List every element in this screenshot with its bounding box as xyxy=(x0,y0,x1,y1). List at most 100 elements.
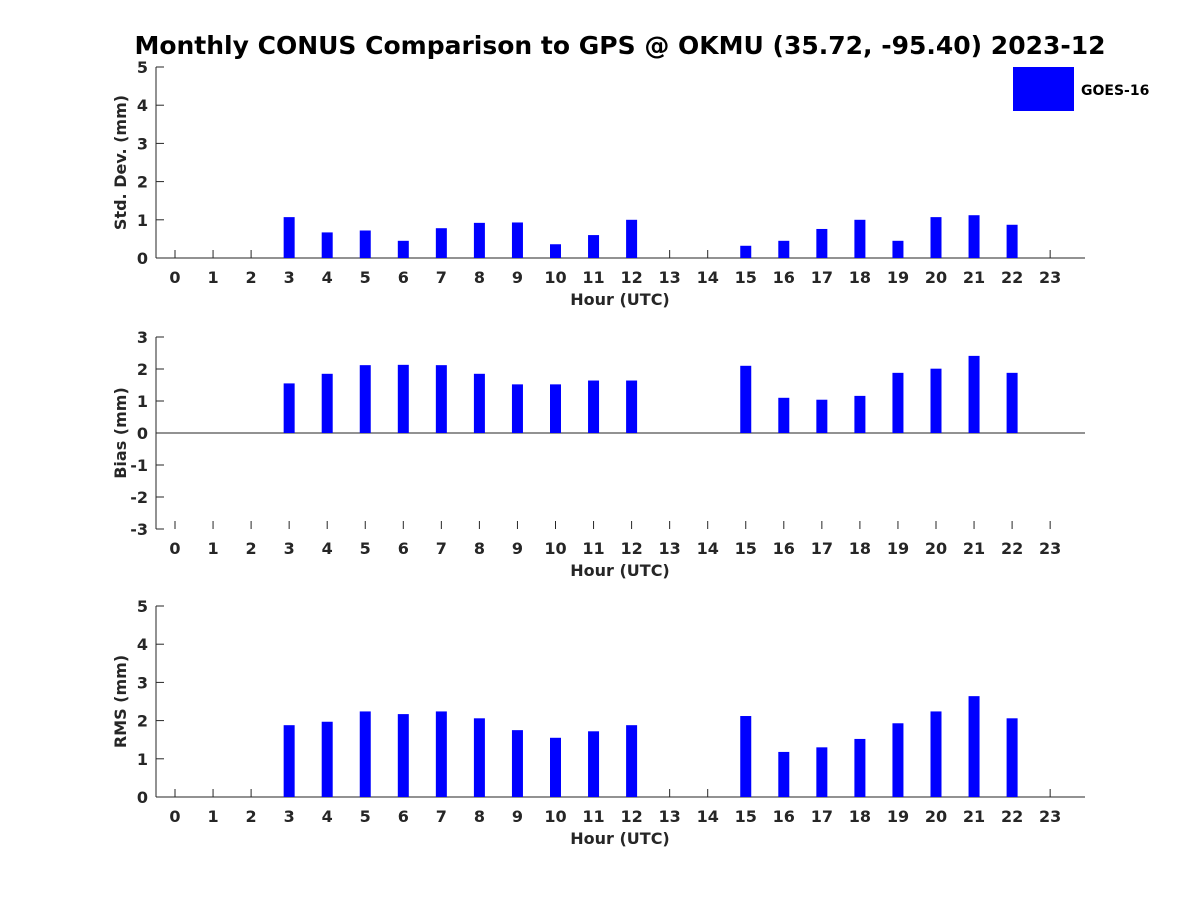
x-tick-label: 18 xyxy=(849,268,871,287)
y-tick-label: 5 xyxy=(137,597,148,616)
bar xyxy=(778,397,790,433)
x-tick-label: 16 xyxy=(773,268,795,287)
bar xyxy=(435,711,447,797)
y-tick-label: 2 xyxy=(137,712,148,731)
bar xyxy=(473,222,485,258)
x-tick-label: 21 xyxy=(963,268,985,287)
bar xyxy=(550,737,561,797)
bar xyxy=(283,383,295,433)
y-tick-label: 1 xyxy=(137,392,148,411)
x-tick-label: 13 xyxy=(659,268,681,287)
x-tick-label: 7 xyxy=(436,268,447,287)
bar xyxy=(740,365,752,433)
bar xyxy=(1006,372,1018,433)
bar xyxy=(321,373,333,433)
x-tick-label: 6 xyxy=(398,268,409,287)
bar xyxy=(359,365,371,433)
x-tick-label: 0 xyxy=(169,539,180,558)
x-tick-label: 13 xyxy=(659,539,681,558)
x-tick-label: 5 xyxy=(360,268,371,287)
x-tick-label: 1 xyxy=(207,807,218,826)
x-tick-label: 6 xyxy=(398,807,409,826)
x-axis-label: Hour (UTC) xyxy=(570,829,670,848)
x-tick-label: 18 xyxy=(849,539,871,558)
x-tick-label: 6 xyxy=(398,539,409,558)
x-tick-label: 14 xyxy=(697,539,719,558)
y-tick-label: 2 xyxy=(137,173,148,192)
x-tick-label: 21 xyxy=(963,539,985,558)
bar xyxy=(816,747,828,797)
x-tick-label: 10 xyxy=(544,807,566,826)
x-tick-label: 2 xyxy=(246,539,257,558)
x-tick-label: 12 xyxy=(620,268,642,287)
x-tick-label: 15 xyxy=(735,539,757,558)
x-tick-label: 23 xyxy=(1039,807,1061,826)
x-tick-label: 1 xyxy=(207,539,218,558)
y-tick-label: 0 xyxy=(137,788,148,807)
bar xyxy=(892,240,904,258)
y-tick-label: -3 xyxy=(130,520,148,539)
x-tick-label: 0 xyxy=(169,807,180,826)
x-axis-label: Hour (UTC) xyxy=(570,290,670,309)
x-tick-label: 11 xyxy=(582,268,604,287)
bar xyxy=(626,725,638,797)
y-tick-label: 4 xyxy=(137,635,148,654)
x-tick-label: 20 xyxy=(925,268,947,287)
x-tick-label: 16 xyxy=(773,539,795,558)
x-tick-label: 9 xyxy=(512,807,523,826)
bar xyxy=(359,711,371,797)
x-tick-label: 12 xyxy=(620,539,642,558)
y-tick-label: 0 xyxy=(137,424,148,443)
x-tick-label: 14 xyxy=(697,268,719,287)
bar xyxy=(473,718,485,797)
bar xyxy=(968,696,980,797)
x-tick-label: 22 xyxy=(1001,539,1023,558)
legend: GOES-16 xyxy=(1013,67,1149,111)
x-tick-label: 13 xyxy=(659,807,681,826)
bar xyxy=(359,230,371,258)
bar xyxy=(283,217,295,258)
legend-swatch xyxy=(1013,67,1074,111)
bar xyxy=(511,730,523,797)
x-tick-label: 16 xyxy=(773,807,795,826)
bar xyxy=(892,723,904,797)
bar xyxy=(397,364,409,433)
x-tick-label: 9 xyxy=(512,268,523,287)
x-tick-label: 19 xyxy=(887,807,909,826)
bar xyxy=(854,738,866,797)
bar xyxy=(892,372,904,433)
bar xyxy=(626,380,638,433)
x-tick-label: 7 xyxy=(436,807,447,826)
bar xyxy=(397,714,409,797)
y-tick-label: -1 xyxy=(130,456,148,475)
bar xyxy=(473,373,485,433)
x-tick-label: 11 xyxy=(582,807,604,826)
y-tick-label: 0 xyxy=(137,249,148,268)
x-tick-label: 23 xyxy=(1039,539,1061,558)
x-tick-label: 5 xyxy=(360,807,371,826)
y-tick-label: 2 xyxy=(137,360,148,379)
bar xyxy=(550,244,561,258)
x-tick-label: 0 xyxy=(169,268,180,287)
bar xyxy=(1006,718,1018,797)
y-tick-label: 3 xyxy=(137,134,148,153)
x-tick-label: 19 xyxy=(887,539,909,558)
y-tick-label: 5 xyxy=(137,58,148,77)
bar xyxy=(968,215,980,258)
x-axis-label: Hour (UTC) xyxy=(570,561,670,580)
bar xyxy=(283,725,295,797)
bar xyxy=(740,245,752,258)
y-axis-label: Bias (mm) xyxy=(111,387,130,479)
y-tick-label: 4 xyxy=(137,96,148,115)
bar xyxy=(435,228,447,258)
y-tick-label: 1 xyxy=(137,750,148,769)
chart-title: Monthly CONUS Comparison to GPS @ OKMU (… xyxy=(134,31,1105,60)
bar xyxy=(321,721,333,797)
x-tick-label: 4 xyxy=(322,539,333,558)
bar xyxy=(588,380,600,433)
bar xyxy=(588,731,600,797)
x-tick-label: 1 xyxy=(207,268,218,287)
